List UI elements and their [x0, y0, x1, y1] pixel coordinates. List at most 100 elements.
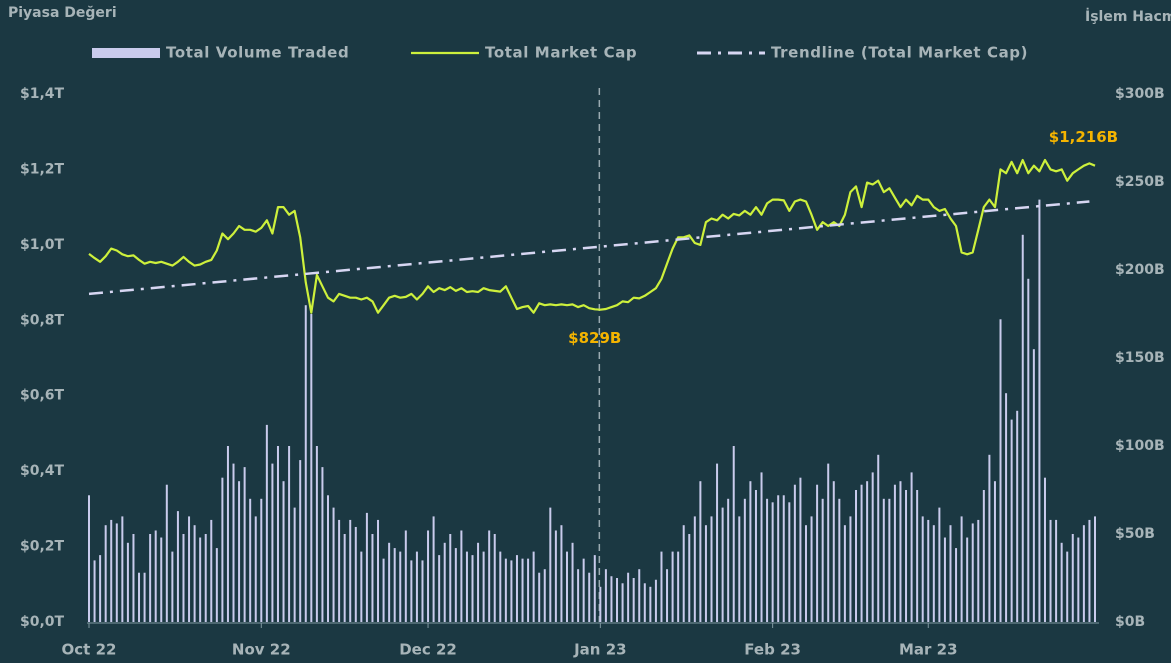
- volume-bar: [171, 551, 174, 622]
- volume-bar: [616, 578, 619, 622]
- volume-bar: [993, 481, 996, 622]
- y2-tick-label: $100B: [1115, 438, 1165, 454]
- volume-bar: [716, 463, 719, 622]
- y-tick-label: $1,2T: [20, 161, 65, 177]
- volume-bar: [343, 534, 346, 622]
- legend-label: Trendline (Total Market Cap): [771, 44, 1028, 62]
- volume-bar: [465, 551, 468, 622]
- volume-bar: [204, 534, 207, 622]
- volume-bar: [943, 537, 946, 622]
- volume-bar: [565, 551, 568, 622]
- volume-bar: [749, 481, 752, 622]
- volume-bar: [999, 319, 1002, 622]
- volume-bar: [793, 484, 796, 622]
- volume-bar: [855, 490, 858, 622]
- volume-bar: [215, 548, 218, 622]
- volume-bar: [293, 507, 296, 622]
- x-tick-label: Jan 23: [573, 641, 626, 659]
- volume-bar: [160, 537, 163, 622]
- y-tick-label: $0,4T: [20, 463, 65, 479]
- volume-bar: [365, 512, 368, 622]
- volume-bar: [271, 463, 274, 622]
- volume-bar: [643, 583, 646, 622]
- volume-bar: [427, 530, 430, 622]
- y2-tick-label: $150B: [1115, 350, 1165, 366]
- volume-bar: [454, 548, 457, 622]
- volume-bar: [393, 548, 396, 622]
- volume-bar: [243, 467, 246, 622]
- volume-bar: [382, 558, 385, 622]
- volume-bar: [415, 551, 418, 622]
- volume-bar: [888, 498, 891, 622]
- y2-tick-label: $300B: [1115, 86, 1165, 102]
- volume-bar: [349, 519, 352, 622]
- volume-bar: [682, 525, 685, 622]
- volume-bar: [688, 534, 691, 622]
- volume-bar: [577, 569, 580, 622]
- volume-bar: [432, 516, 435, 622]
- y-tick-label: $0,8T: [20, 312, 65, 328]
- x-tick-label: Mar 23: [899, 641, 958, 659]
- volume-bar: [182, 534, 185, 622]
- volume-bar: [610, 576, 613, 622]
- volume-bar: [1049, 519, 1052, 622]
- volume-bar: [632, 578, 635, 622]
- volume-bar: [827, 463, 830, 622]
- volume-bar: [832, 481, 835, 622]
- volume-bar: [938, 507, 941, 622]
- volume-bar: [371, 534, 374, 622]
- x-tick-label: Oct 22: [62, 641, 117, 659]
- volume-bar: [782, 495, 785, 622]
- volume-bar: [654, 579, 657, 622]
- volume-bar: [977, 519, 980, 622]
- volume-bar: [188, 516, 191, 622]
- volume-bar: [627, 572, 630, 622]
- volume-bar: [304, 305, 307, 622]
- volume-bar: [804, 525, 807, 622]
- volume-bar: [238, 481, 241, 622]
- volume-bar: [321, 467, 324, 622]
- volume-bar: [515, 555, 518, 622]
- volume-bar: [1055, 519, 1058, 622]
- volume-bar: [276, 446, 279, 622]
- volume-bar: [543, 569, 546, 622]
- volume-bar: [560, 525, 563, 622]
- volume-bar: [816, 484, 819, 622]
- volume-bar: [704, 525, 707, 622]
- volume-bar: [671, 551, 674, 622]
- volume-bar: [521, 558, 524, 622]
- volume-bar: [410, 560, 413, 622]
- volume-bar: [482, 551, 485, 622]
- volume-bar: [843, 525, 846, 622]
- volume-bar: [360, 551, 363, 622]
- volume-bar: [1082, 525, 1085, 622]
- volume-bar: [921, 516, 924, 622]
- volume-bar: [138, 572, 141, 622]
- volume-bar: [1088, 519, 1091, 622]
- volume-bar: [338, 519, 341, 622]
- y-tick-label: $1,0T: [20, 237, 65, 253]
- volume-bar: [110, 519, 113, 622]
- volume-bar: [760, 472, 763, 622]
- volume-bar: [165, 484, 168, 622]
- y2-tick-label: $250B: [1115, 174, 1165, 190]
- volume-bar: [538, 572, 541, 622]
- volume-bar: [666, 569, 669, 622]
- volume-bar: [1094, 516, 1096, 622]
- volume-bar: [249, 498, 252, 622]
- volume-bar: [932, 525, 935, 622]
- volume-bar: [588, 572, 591, 622]
- volume-bar: [1021, 234, 1024, 623]
- volume-bar: [604, 569, 607, 622]
- market-cap-line: [88, 158, 1096, 314]
- y-tick-label: $0,0T: [20, 614, 65, 630]
- volume-bar: [1027, 278, 1030, 622]
- volume-bar: [949, 525, 952, 622]
- volume-bar: [288, 446, 291, 622]
- volume-bar: [1005, 393, 1008, 622]
- volume-bar: [488, 530, 491, 622]
- legend-swatch: [92, 48, 160, 58]
- volume-bar: [927, 519, 930, 622]
- y-tick-label: $0,2T: [20, 539, 65, 555]
